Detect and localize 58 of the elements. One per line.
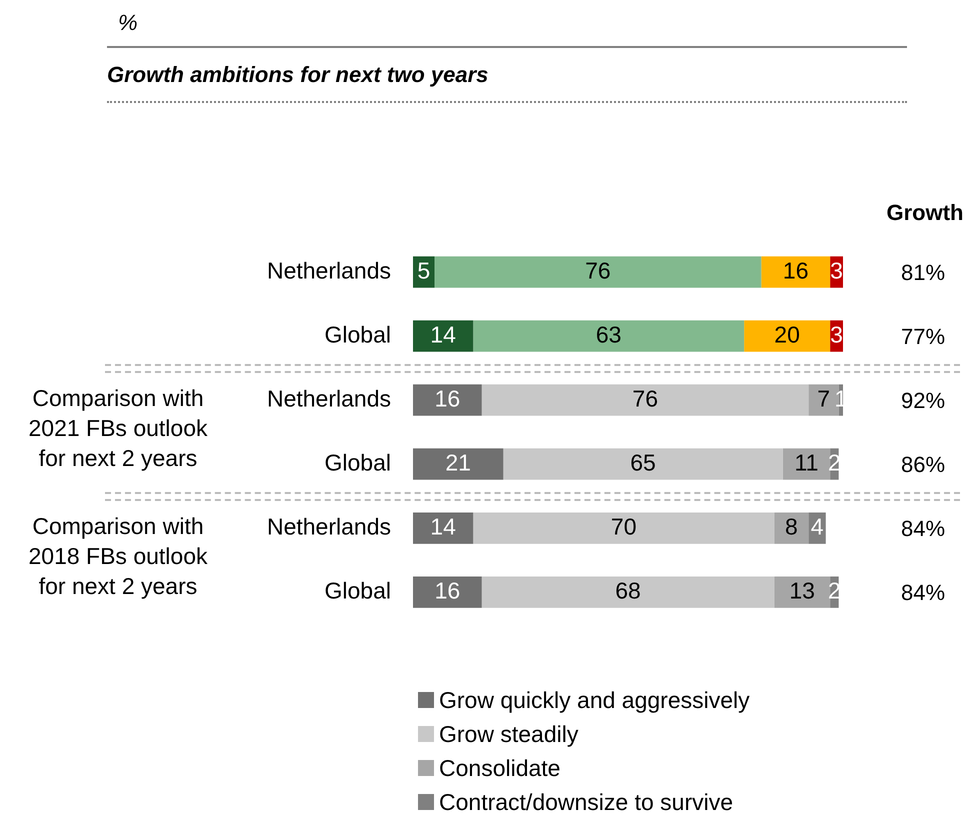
text: 92% [900,388,946,414]
bar [413,512,474,544]
chart-title: Growth ambitions for next two years [107,62,488,88]
text: Comparison with 2021 FBs outlook for next 2 years [27,384,208,474]
bar [774,576,830,608]
legend-label: Contract/downsize to survive [439,788,734,816]
data-label: 4 [810,513,824,540]
data-label: 3 [830,257,843,284]
data-label: 13 [789,578,815,604]
bar [503,448,783,480]
text: 84% [900,516,946,542]
data-label: 16 [434,578,460,604]
data-label: 14 [430,321,456,348]
data-label: 3 [830,321,843,348]
text: 77% [900,324,946,350]
bar [774,512,809,544]
data-label: 8 [785,513,798,540]
data-label: 63 [596,321,622,348]
data-label: 68 [615,578,641,604]
bar [482,576,774,608]
text: Growth [886,200,964,226]
data-label: 7 [817,385,830,412]
bar [473,320,744,352]
legend-label: Grow steadily [439,720,578,748]
bar [782,448,830,480]
y-tick-label: Netherlands [266,385,391,412]
data-label: 16 [434,385,460,412]
y-tick-label: Netherlands [266,513,391,540]
bar [413,384,482,416]
data-label: 21 [445,449,471,476]
y-tick-label: Global [324,449,391,476]
bar [413,576,482,608]
bar [413,320,474,352]
legend-label: Grow quickly and aggressively [439,686,750,714]
bar [413,448,504,480]
data-label: 65 [630,449,656,476]
data-label: 14 [430,513,456,540]
text: Comparison with 2018 FBs outlook for next 2 years [27,512,208,602]
text: 81% [900,260,946,286]
y-tick-label: Global [324,578,391,604]
data-label: 20 [774,321,800,348]
data-label: 5 [417,257,430,284]
text: 86% [900,452,946,478]
y-tick-label: Global [324,321,391,348]
bar [482,384,809,416]
data-label: 16 [782,257,808,284]
bar [473,512,774,544]
data-label: 11 [794,449,818,476]
data-label: 76 [585,257,611,284]
bar [761,256,830,288]
data-label: 76 [632,385,658,412]
y-tick-label: Netherlands [266,257,391,284]
bar [744,320,830,352]
text: 84% [900,580,946,606]
bar [434,256,762,288]
text: % [118,10,138,36]
data-label: 70 [610,513,636,540]
legend-label: Consolidate [439,754,560,782]
